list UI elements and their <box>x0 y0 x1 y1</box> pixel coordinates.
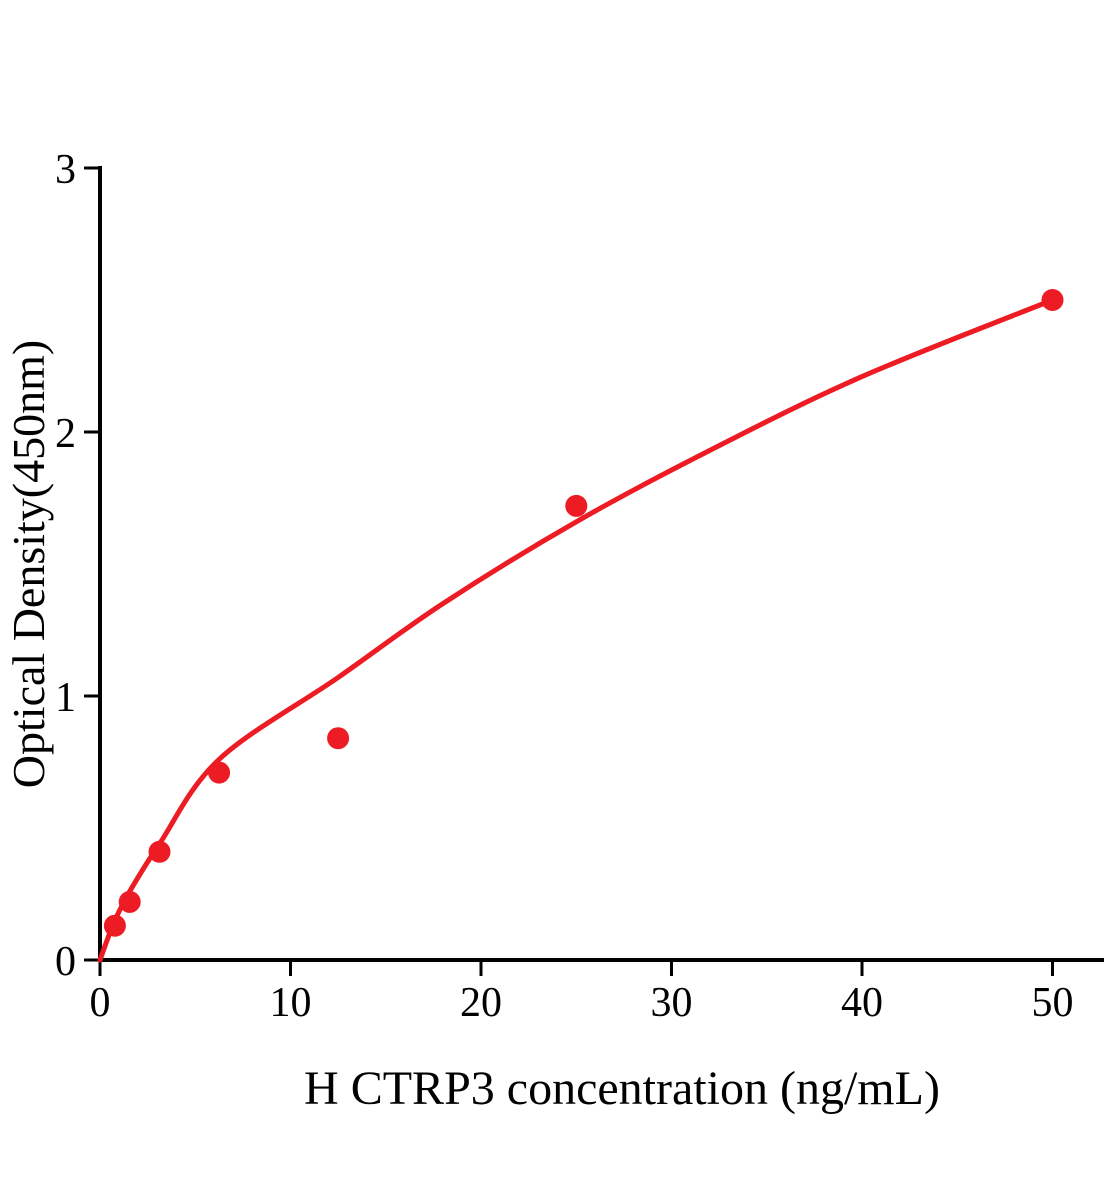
x-axis-ticks: 0 10 20 30 40 50 <box>90 962 1074 1026</box>
data-points <box>103 289 1064 937</box>
data-point <box>118 890 141 913</box>
x-tick-label: 10 <box>270 980 312 1026</box>
y-axis-title: Optical Density(450nm) <box>3 340 54 788</box>
fit-curve-line <box>97 297 1055 963</box>
x-axis-title: H CTRP3 concentration (ng/mL) <box>304 1062 940 1115</box>
data-point <box>327 727 350 750</box>
data-point <box>103 914 126 937</box>
data-point <box>148 840 171 863</box>
x-tick-label: 20 <box>460 980 502 1026</box>
x-tick-label: 50 <box>1032 980 1074 1026</box>
y-tick-label: 0 <box>55 939 76 985</box>
data-point <box>565 494 588 517</box>
x-tick-label: 30 <box>651 980 693 1026</box>
data-point <box>1041 289 1064 311</box>
x-tick-label: 0 <box>90 980 111 1026</box>
y-tick-label: 1 <box>55 675 76 721</box>
y-tick-label: 2 <box>55 411 76 457</box>
x-axis: 0 10 20 30 40 50 <box>90 958 1104 1026</box>
y-axis: 0 1 2 3 <box>55 147 102 985</box>
x-tick-label: 40 <box>841 980 883 1026</box>
y-axis-ticks: 0 1 2 3 <box>55 147 98 985</box>
y-tick-label: 3 <box>55 147 76 193</box>
data-point <box>208 761 231 784</box>
